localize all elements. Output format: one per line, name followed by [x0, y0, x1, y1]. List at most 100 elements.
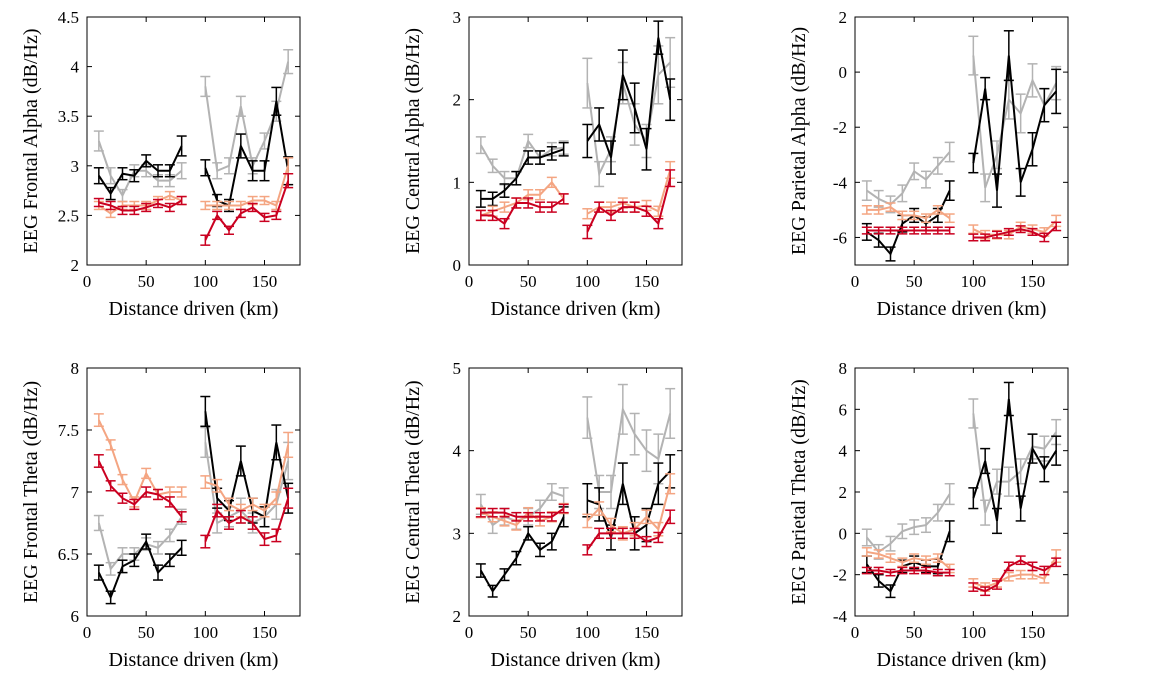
error-bar-black	[271, 86, 282, 116]
x-tick-label: 0	[465, 272, 474, 291]
error-bar-gray	[487, 158, 498, 174]
series-line-gray	[972, 55, 1058, 189]
series-line-peach	[866, 550, 951, 570]
error-bar-gray	[153, 540, 163, 555]
error-bar-red	[944, 226, 955, 235]
chart-panel: 0 50 100 150 -4 -2 0 2 4 6 8 Distance driven (km) EE…	[788, 359, 1069, 671]
error-bar-gray	[200, 426, 211, 459]
x-tick-label: 100	[193, 272, 219, 291]
error-bar-gray	[968, 35, 979, 76]
error-bar-black	[653, 20, 664, 55]
error-bar-red	[200, 234, 211, 246]
error-bar-red	[932, 226, 943, 235]
error-bar-red	[475, 209, 486, 222]
error-bar-peach	[164, 190, 175, 201]
error-bar-red	[629, 527, 640, 540]
y-tick-label: 4	[453, 442, 462, 461]
error-bar-black	[523, 525, 534, 541]
series-line-red	[204, 180, 290, 241]
series-line-peach	[205, 444, 290, 512]
error-bar-red	[212, 210, 223, 221]
error-bar-black	[944, 180, 955, 201]
x-tick-label: 150	[252, 272, 278, 291]
error-bar-red	[606, 209, 616, 222]
y-tick-label: 1	[453, 173, 462, 192]
y-tick-label: 2	[839, 8, 848, 27]
x-tick-label: 0	[83, 623, 92, 642]
y-axis-label: EEG Frontal Alpha (dB/Hz)	[20, 29, 42, 254]
error-bar-peach	[259, 503, 270, 518]
error-bar-red	[897, 566, 908, 575]
error-bar-red	[1015, 555, 1026, 566]
series-line-black	[479, 516, 565, 594]
error-bar-red	[259, 212, 270, 223]
series-line-gray	[866, 493, 951, 554]
error-bar-peach	[105, 439, 116, 451]
error-bar-peach	[968, 224, 979, 235]
error-bar-black	[153, 164, 163, 178]
series-line-gray	[204, 442, 290, 525]
error-bar-black	[511, 550, 522, 566]
y-tick-label: 3	[453, 524, 462, 543]
error-bar-gray	[944, 141, 955, 163]
error-bar-black	[885, 584, 896, 599]
error-bar-black	[129, 169, 140, 183]
error-bar-gray	[885, 535, 896, 552]
error-bar-red	[487, 209, 498, 222]
error-bar-red	[129, 205, 140, 216]
error-bar-gray	[582, 396, 593, 440]
series-line-black	[866, 530, 951, 593]
error-bar-black	[141, 533, 152, 550]
error-bar-peach	[200, 475, 211, 490]
y-tick-label: 2	[453, 91, 462, 110]
error-bar-red	[546, 201, 557, 213]
error-bar-black	[1015, 495, 1026, 522]
series-line-red	[586, 516, 672, 551]
error-bar-red	[861, 226, 872, 235]
error-bar-red	[1027, 227, 1038, 236]
series-line-peach	[97, 419, 182, 505]
error-bar-gray	[105, 167, 116, 185]
error-bar-black	[641, 127, 652, 171]
series-line-red	[480, 198, 565, 226]
error-bar-red	[873, 566, 884, 575]
error-bar-red	[665, 169, 676, 188]
series-line-gray	[97, 140, 183, 198]
error-bar-red	[558, 193, 569, 205]
series-line-gray	[866, 151, 951, 206]
y-tick-label: 3.5	[58, 107, 79, 126]
error-bar-black	[247, 160, 258, 182]
x-tick-label: 100	[961, 272, 987, 291]
error-bar-peach	[897, 210, 908, 221]
error-bar-peach	[224, 497, 234, 512]
y-tick-label: 7	[71, 483, 80, 502]
error-bar-red	[932, 568, 943, 577]
error-bar-black	[617, 49, 628, 101]
error-bar-red	[546, 511, 557, 522]
error-bar-gray	[665, 387, 676, 440]
error-bar-black	[487, 191, 498, 207]
y-tick-label: 7.5	[58, 421, 79, 440]
error-bar-red	[641, 205, 652, 217]
error-bar-red	[523, 511, 534, 522]
error-bar-peach	[861, 547, 872, 557]
y-tick-label: 3	[71, 157, 80, 176]
error-bar-black	[271, 424, 282, 461]
error-bar-red	[117, 492, 128, 504]
error-bar-peach	[499, 201, 510, 213]
error-bar-black	[992, 173, 1002, 208]
error-bar-red	[283, 172, 294, 189]
error-bar-peach	[885, 202, 896, 213]
error-bar-peach	[212, 200, 223, 211]
error-bar-red	[885, 226, 896, 235]
error-bar-black	[1051, 68, 1062, 115]
error-bar-red	[164, 496, 175, 508]
error-bar-red	[141, 486, 152, 498]
x-axis-label: Distance driven (km)	[109, 649, 279, 671]
y-tick-label: 6	[839, 400, 848, 419]
error-bar-peach	[176, 486, 187, 498]
error-bar-red	[283, 487, 294, 509]
error-bar-black	[200, 159, 211, 177]
x-tick-label: 0	[465, 623, 474, 642]
error-bar-red	[1003, 561, 1014, 572]
